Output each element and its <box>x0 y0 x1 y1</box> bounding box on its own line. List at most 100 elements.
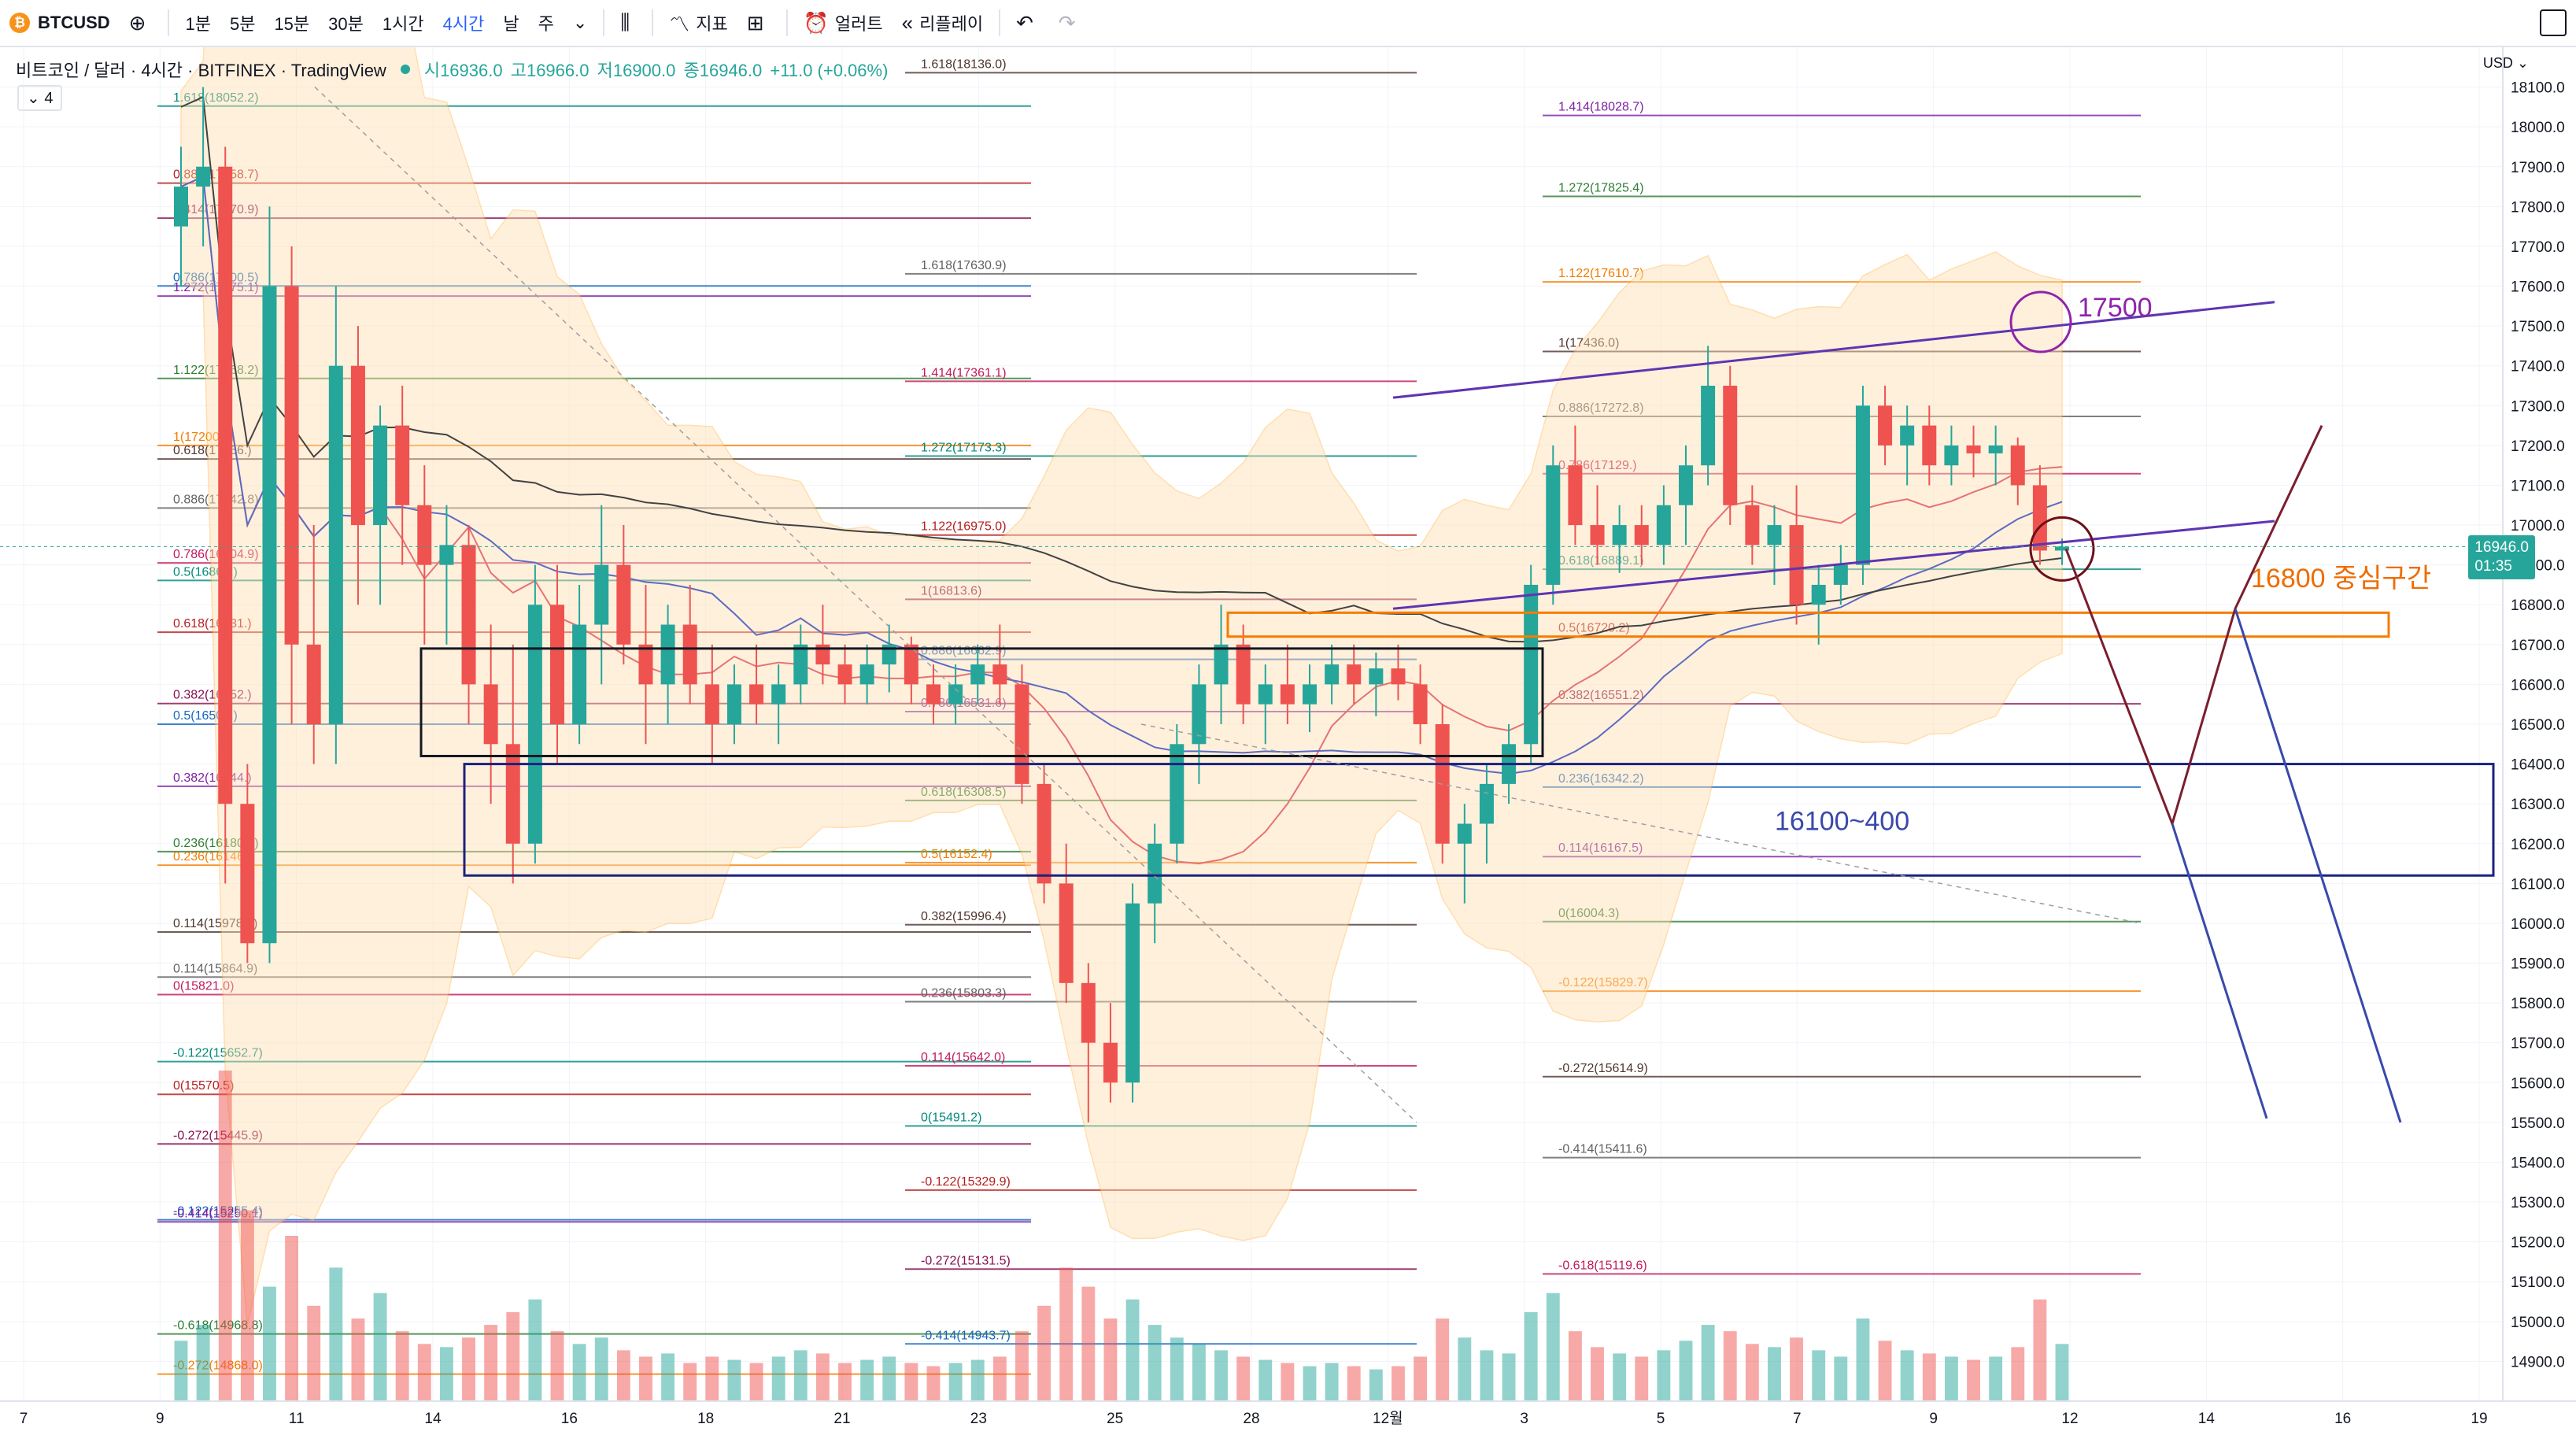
candle-body <box>594 564 609 625</box>
fib-label: 0.886(17042.8) <box>173 493 259 506</box>
volume-bar <box>1834 1356 1848 1401</box>
candle-body <box>726 684 741 724</box>
volume-bar <box>1148 1325 1162 1401</box>
bar-countdown: 01:35 <box>2474 558 2512 575</box>
candle-body <box>1922 425 1937 466</box>
fib-label: 0.786(17600.5) <box>173 271 259 284</box>
alarm-clock-icon: ⏰ <box>803 10 829 35</box>
fib-label: 0.618(16889.1) <box>1558 554 1644 568</box>
volume-bar <box>860 1359 874 1401</box>
volume-bar <box>550 1331 564 1401</box>
volume-bar <box>661 1353 675 1401</box>
divider <box>785 9 788 36</box>
candle-body <box>218 166 233 804</box>
candle-body <box>1656 505 1671 546</box>
volume-bar <box>1546 1293 1560 1401</box>
time-tick-label: 9 <box>156 1411 164 1427</box>
price-tick-label: 15400.0 <box>2511 1155 2565 1171</box>
candle-body <box>1789 525 1804 605</box>
alert-button[interactable]: ⏰ 얼러트 <box>794 0 893 46</box>
candle-body <box>2055 546 2069 551</box>
price-tick-label: 15300.0 <box>2511 1195 2565 1211</box>
symbol-search[interactable]: ₿ BTCUSD <box>0 0 120 46</box>
price-chart[interactable]: 1.618(18052.2)0.886(17858.7)1.414(17770.… <box>0 47 2576 1435</box>
interval-15m[interactable]: 15분 <box>264 0 319 46</box>
candle-body <box>793 644 808 685</box>
replay-label: 리플레이 <box>919 14 984 34</box>
chevron-down-icon: ⌄ <box>27 90 40 107</box>
redo-button[interactable]: ↷ <box>1049 0 1092 46</box>
candle-body <box>505 744 520 844</box>
fib-label: -0.122(15255.4) <box>173 1205 263 1219</box>
volume-bar <box>351 1318 365 1401</box>
indicators-toggle[interactable]: ⌄ 4 <box>17 85 63 111</box>
chart-type-button[interactable]: ⫼ <box>611 0 645 46</box>
bollinger-bands <box>180 47 2063 1325</box>
maximize-button[interactable] <box>2530 0 2576 46</box>
time-tick-label: 3 <box>1520 1411 1528 1427</box>
volume-bar <box>1214 1350 1228 1401</box>
candle-body <box>638 644 653 685</box>
dashed-trendline <box>314 87 1417 1123</box>
volume-bar <box>1679 1341 1693 1401</box>
replay-button[interactable]: «리플레이 <box>893 0 992 46</box>
candle-body <box>970 664 985 685</box>
interval-30m[interactable]: 30분 <box>319 0 373 46</box>
volume-bar <box>1967 1359 1980 1401</box>
time-tick-label: 14 <box>2198 1411 2216 1427</box>
layouts-button[interactable]: ⊞ <box>737 0 780 46</box>
candle-body <box>1634 525 1649 546</box>
fib-label: -0.414(14943.7) <box>921 1329 1011 1342</box>
fib-label: -0.122(15329.9) <box>921 1175 1011 1189</box>
support-zone-box <box>463 763 2495 877</box>
current-price-circle <box>2029 516 2095 582</box>
candle-body <box>1192 684 1207 745</box>
current-price: 16946.0 <box>2474 539 2529 556</box>
price-tick-label: 17100.0 <box>2511 478 2565 494</box>
interval-1h[interactable]: 1시간 <box>373 0 434 46</box>
interval-dropdown[interactable]: ⌄ <box>564 0 597 46</box>
interval-4h[interactable]: 4시간 <box>434 0 494 46</box>
volume-bar <box>307 1305 321 1401</box>
price-tick-label: 15800.0 <box>2511 996 2565 1012</box>
undo-button[interactable]: ↶ <box>1007 0 1049 46</box>
fib-label: -0.618(14968.8) <box>173 1319 263 1333</box>
interval-day[interactable]: 날 <box>493 0 528 46</box>
price-tick-label: 15200.0 <box>2511 1235 2565 1252</box>
candle-body <box>1369 668 1384 685</box>
volume-bar <box>1015 1331 1029 1401</box>
fib-label: 1.414(17361.1) <box>921 366 1007 379</box>
price-tick-label: 15700.0 <box>2511 1036 2565 1052</box>
fib-label: -0.414(15250.1) <box>173 1207 263 1220</box>
interval-1m[interactable]: 1분 <box>176 0 220 46</box>
candle-body <box>1059 883 1074 983</box>
interval-label: 주 <box>538 14 554 34</box>
symbol-label: BTCUSD <box>38 13 110 32</box>
volume-bar <box>1103 1318 1118 1401</box>
volume-bar <box>793 1350 808 1401</box>
interval-week[interactable]: 주 <box>529 0 564 46</box>
time-tick-label: 5 <box>1657 1411 1665 1427</box>
volume-bar <box>904 1363 918 1401</box>
current-price-tag: 16946.0 01:35 <box>2468 535 2535 579</box>
volume-bar <box>263 1286 276 1401</box>
candle-body <box>240 804 255 944</box>
interval-5m[interactable]: 5분 <box>220 0 264 46</box>
chevron-down-icon: ⌄ <box>572 13 588 32</box>
price-tick-label: 17200.0 <box>2511 438 2565 455</box>
price-tick-label: 16800.0 <box>2511 597 2565 614</box>
indicators-button[interactable]: 〽 지표 <box>660 0 737 46</box>
interval-label: 5분 <box>229 14 256 34</box>
volume-bar <box>1989 1356 2003 1401</box>
add-symbol-button[interactable]: ⊕ <box>120 0 162 46</box>
projection-path <box>2064 424 2323 828</box>
volume-bar <box>373 1293 387 1401</box>
volume-bar <box>727 1359 741 1401</box>
volume-bar <box>572 1344 586 1401</box>
fib-label: 0.236(16342.2) <box>1558 772 1644 786</box>
candle-body <box>859 664 874 685</box>
candle-body <box>1612 525 1627 546</box>
volume-bar <box>616 1350 630 1401</box>
fib-label: 0(16004.3) <box>1558 907 1619 920</box>
currency-selector[interactable]: USD ⌄ <box>2482 55 2529 71</box>
